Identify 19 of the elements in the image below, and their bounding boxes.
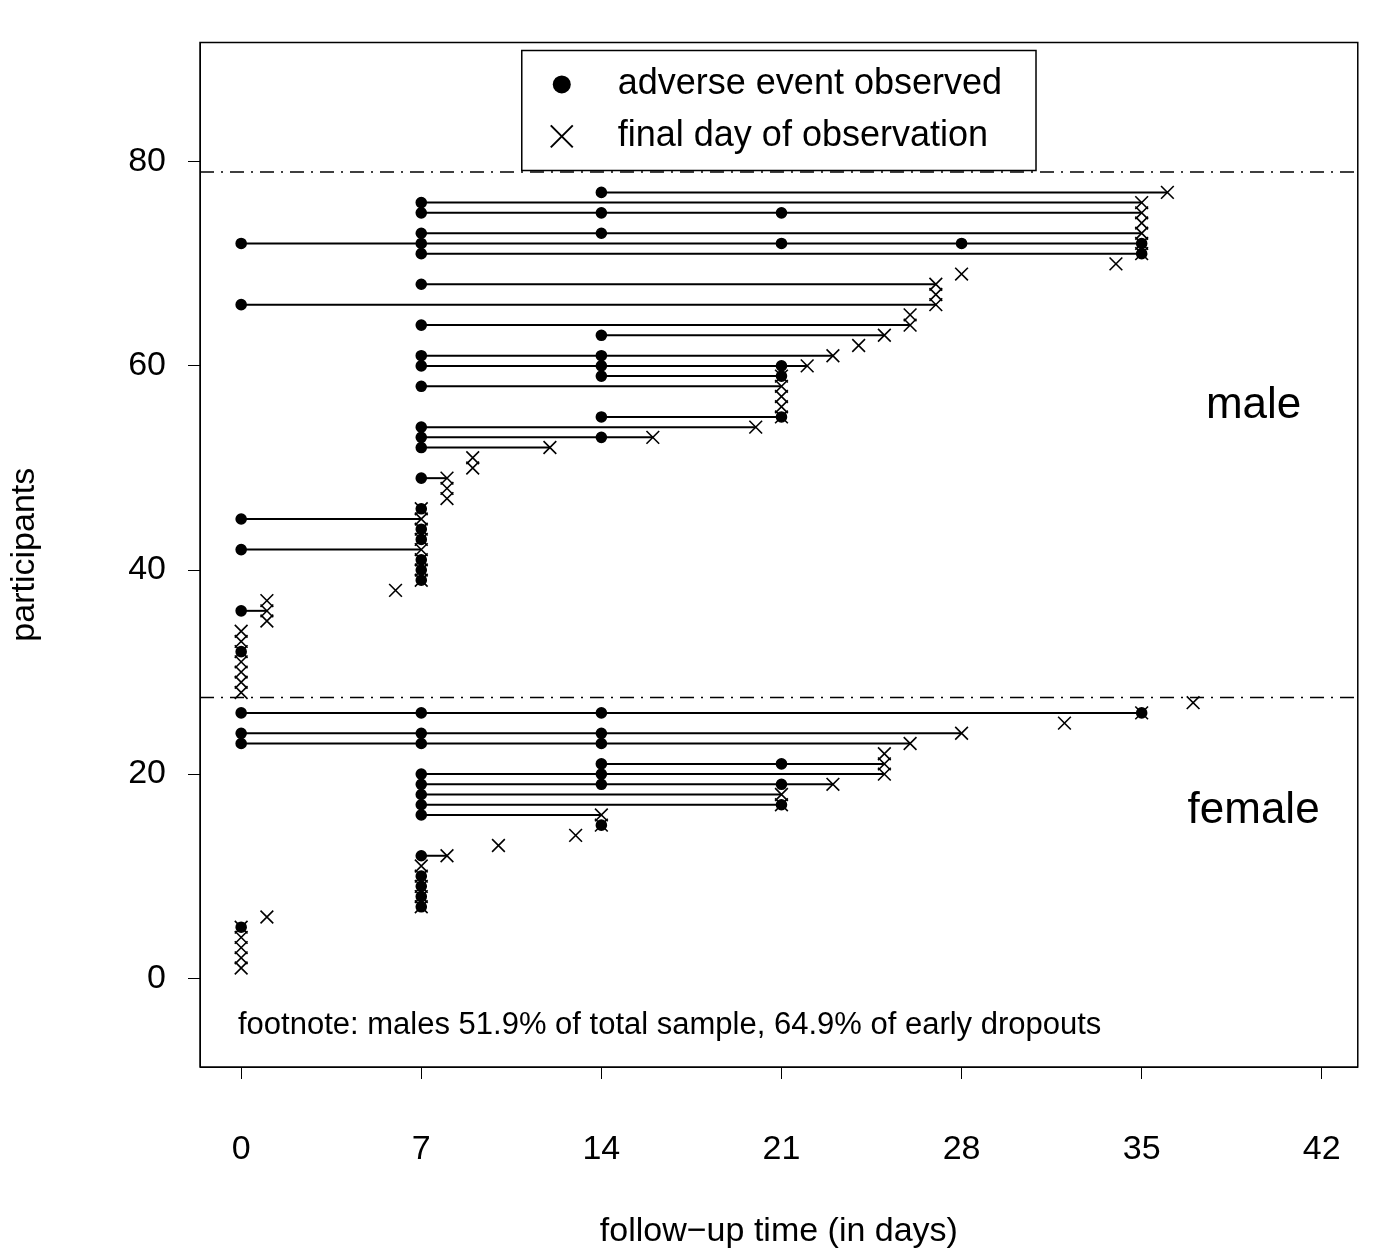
y-tick-label: 60 [128, 344, 166, 383]
x-tick-label: 35 [1122, 1127, 1161, 1166]
x-tick-label: 28 [942, 1127, 981, 1166]
annotation: footnote: males 51.9% of total sample, 64.9% of early dropouts [238, 1005, 1102, 1041]
legend-label: final day of observation [617, 113, 988, 155]
x-tick-label: 7 [411, 1127, 431, 1166]
y-tick-label: 80 [128, 140, 166, 179]
annotation: male [1205, 378, 1302, 428]
x-tick-label: 21 [762, 1127, 801, 1166]
x-tick-label: 14 [582, 1127, 621, 1166]
x-tick-label: 42 [1302, 1127, 1341, 1166]
legend-label: adverse event observed [617, 61, 1003, 103]
x-axis-title: follow−up time (in days) [599, 1209, 958, 1248]
annotation: female [1187, 782, 1320, 832]
y-tick-label: 0 [147, 956, 166, 995]
x-tick-label: 0 [231, 1127, 251, 1166]
y-tick-label: 40 [128, 548, 166, 587]
y-tick-label: 20 [128, 752, 166, 791]
y-axis-title: participants [2, 467, 41, 642]
